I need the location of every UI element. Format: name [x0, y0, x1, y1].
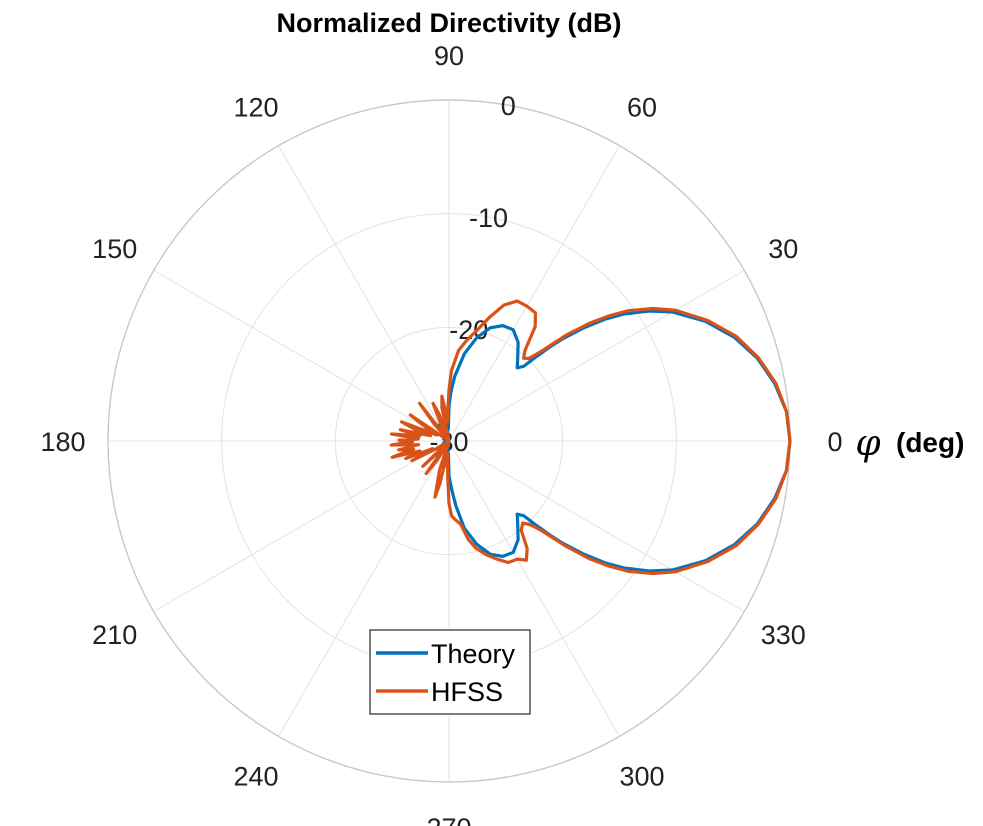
angle-tick-label: 270	[426, 813, 471, 826]
grid-spoke-300	[448, 440, 620, 737]
angle-tick-label: 300	[619, 761, 664, 791]
legend-label-theory: Theory	[431, 639, 516, 669]
radial-tick-label: -20	[449, 315, 488, 345]
angular-axis-symbol: φ	[855, 423, 881, 464]
angle-tick-label: 330	[761, 620, 806, 650]
angle-tick-label: 90	[434, 41, 464, 71]
angular-axis-unit: (deg)	[896, 427, 964, 458]
grid-spoke-240	[278, 440, 450, 737]
angle-tick-label: 240	[233, 761, 278, 791]
series-line-hfss	[389, 299, 792, 576]
angle-tick-labels: 0 30 60 90 120 150 180 210 240 270 300 330	[40, 41, 842, 826]
chart-title: Normalized Directivity (dB)	[276, 8, 621, 38]
radial-tick-label: 0	[501, 91, 516, 121]
angle-tick-label: 210	[92, 620, 137, 650]
angle-tick-label: 60	[627, 93, 657, 123]
grid-spoke-210	[153, 440, 450, 612]
angle-tick-label: 180	[40, 427, 85, 457]
radial-tick-label: -10	[469, 203, 508, 233]
legend-box	[369, 629, 531, 715]
grid-spoke-120	[278, 145, 450, 442]
legend: Theory HFSS	[369, 629, 531, 715]
grid-spoke-60	[448, 145, 620, 442]
grid-spoke-330	[448, 440, 745, 612]
angle-tick-label: 30	[768, 234, 798, 264]
legend-label-hfss: HFSS	[431, 677, 503, 707]
angle-tick-label: 0	[827, 427, 842, 457]
angle-tick-label: 150	[92, 234, 137, 264]
grid-spoke-30	[448, 270, 745, 442]
angle-tick-label: 120	[233, 93, 278, 123]
series-curves	[389, 299, 792, 576]
grid-spoke-150	[153, 270, 450, 442]
